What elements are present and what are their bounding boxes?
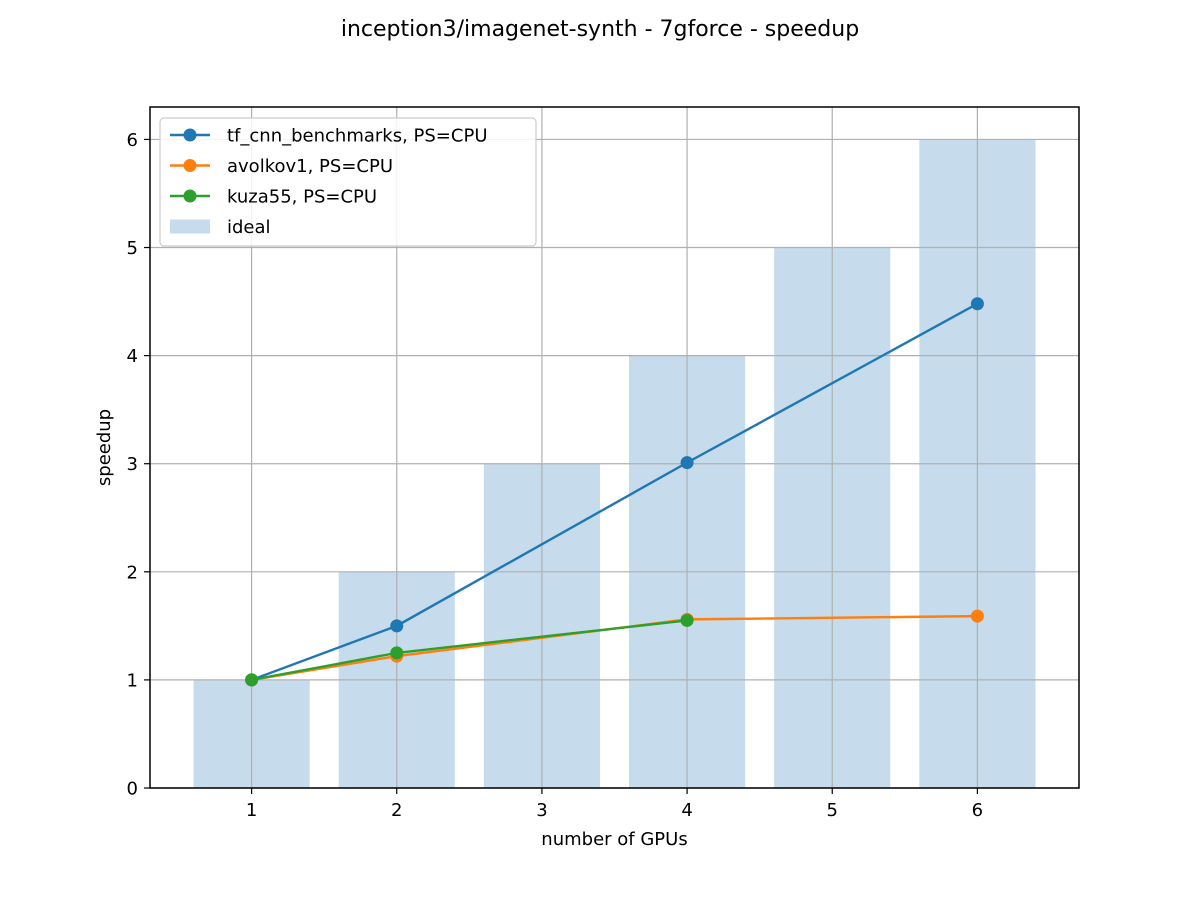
kuza55-point-2	[390, 646, 403, 659]
x-tick-label-4: 4	[681, 800, 692, 821]
x-tick-label-1: 1	[246, 800, 257, 821]
legend-kuza55-label: kuza55, PS=CPU	[227, 187, 377, 208]
y-tick-label-5: 5	[127, 238, 138, 259]
x-tick-label-2: 2	[391, 800, 402, 821]
avolkov1-point-6	[971, 610, 984, 623]
x-tick-label-3: 3	[536, 800, 547, 821]
y-tick-label-4: 4	[127, 346, 138, 367]
kuza55-point-1	[245, 673, 258, 686]
legend-ideal-label: ideal	[227, 217, 271, 238]
tf-cnn-benchmarks-point-6	[971, 297, 984, 310]
tf-cnn-benchmarks-point-4	[681, 456, 694, 469]
x-tick-label-5: 5	[827, 800, 838, 821]
y-tick-label-0: 0	[127, 779, 138, 800]
y-tick-label-6: 6	[127, 130, 138, 151]
tf-cnn-benchmarks-point-2	[390, 619, 403, 632]
legend: tf_cnn_benchmarks, PS=CPU avolkov1, PS=CP…	[160, 118, 536, 246]
legend-tf-cnn-benchmarks-label: tf_cnn_benchmarks, PS=CPU	[227, 126, 488, 147]
y-tick-label-3: 3	[127, 454, 138, 475]
y-tick-label-2: 2	[127, 562, 138, 583]
chart-title: inception3/imagenet-synth - 7gforce - sp…	[341, 17, 859, 42]
y-tick-label-1: 1	[127, 670, 138, 691]
legend-tf-cnn-benchmarks-marker	[184, 129, 197, 142]
x-axis-label: number of GPUs	[541, 829, 687, 850]
kuza55-point-4	[681, 614, 694, 627]
legend-kuza55-marker	[184, 190, 197, 203]
x-tick-label-6: 6	[972, 800, 983, 821]
legend-avolkov1-marker	[184, 159, 197, 172]
legend-ideal-swatch	[170, 220, 210, 234]
legend-avolkov1-label: avolkov1, PS=CPU	[227, 156, 393, 177]
y-axis-label: speedup	[94, 409, 115, 486]
